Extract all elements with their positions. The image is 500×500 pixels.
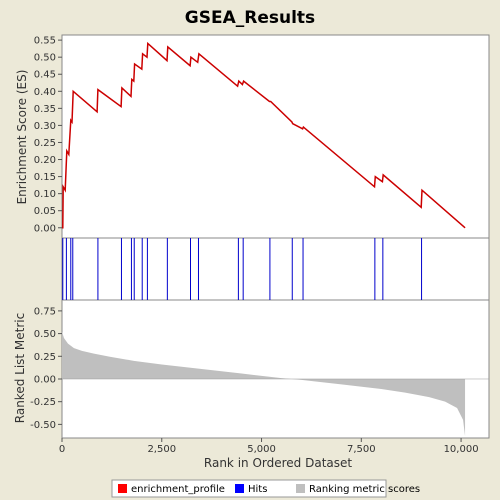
chart-title: GSEA_Results: [185, 8, 315, 28]
es-tick-label: 0.00: [34, 223, 56, 234]
es-tick-label: 0.15: [34, 172, 56, 183]
x-axis-label: Rank in Ordered Dataset: [204, 456, 352, 470]
hits-group: [62, 238, 423, 300]
es-panel: [61, 34, 490, 239]
ranking-tick-label: -0.50: [30, 420, 56, 431]
legend-swatch: [235, 484, 244, 493]
es-tick-label: 0.25: [34, 138, 56, 149]
x-tick-label: 5,000: [247, 444, 276, 455]
es-tick-label: 0.50: [34, 53, 56, 64]
es-tick-label: 0.35: [34, 104, 56, 115]
x-tick-label: 10,000: [444, 444, 479, 455]
es-tick-label: 0.05: [34, 206, 56, 217]
es-axis-label: Enrichment Score (ES): [15, 70, 29, 205]
ranking-metric-area: [62, 331, 466, 437]
x-tick-label: 7,500: [347, 444, 376, 455]
enrichment-profile-line: [62, 41, 466, 229]
es-tick-label: 0.20: [34, 155, 56, 166]
es-tick-label: 0.10: [34, 189, 56, 200]
x-tick-group: 0 2,500 5,000 7,500 10,000: [59, 438, 479, 455]
x-tick-label: 2,500: [147, 444, 176, 455]
legend-swatch: [118, 484, 127, 493]
hits-panel: [61, 237, 490, 301]
ranking-tick-label: 0.75: [34, 306, 56, 317]
ranking-tick-label: 0.50: [34, 329, 56, 340]
legend-label: Ranking metric scores: [309, 484, 420, 495]
legend-label: Hits: [248, 484, 267, 495]
ranking-tick-label: -0.25: [30, 397, 56, 408]
es-tick-label: 0.40: [34, 87, 56, 98]
ranking-tick-label: 0.00: [34, 374, 56, 385]
es-tick-label: 0.30: [34, 121, 56, 132]
es-tick-group: 0.00 0.05 0.10 0.15 0.20 0.25 0.30 0.35 0.40 0.45…: [34, 36, 62, 234]
legend-label: enrichment_profile: [131, 484, 225, 495]
legend: enrichment_profile Hits Ranking metric sco…: [111, 479, 420, 498]
ranking-tick-label: 0.25: [34, 352, 56, 363]
legend-box: [111, 479, 387, 498]
x-tick-label: 0: [59, 444, 65, 455]
legend-swatch: [296, 484, 305, 493]
ranking-axis-label: Ranked List Metric: [13, 313, 27, 423]
es-tick-label: 0.55: [34, 36, 56, 47]
ranking-tick-group: -0.50 -0.25 0.00 0.25 0.50 0.75: [30, 306, 62, 431]
es-tick-label: 0.45: [34, 70, 56, 81]
